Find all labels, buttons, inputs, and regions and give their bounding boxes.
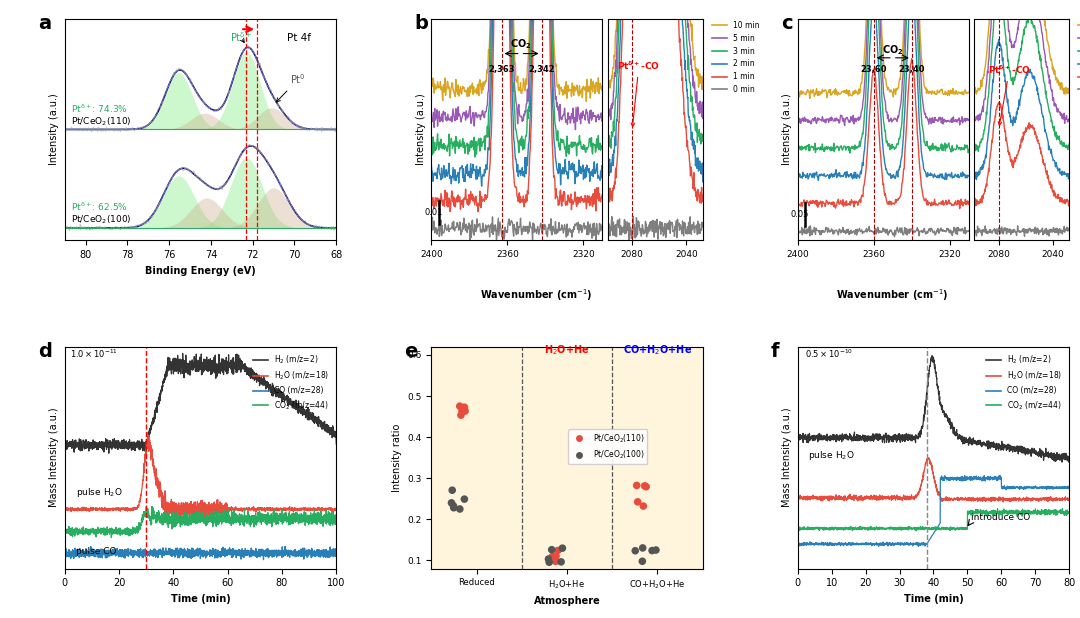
Text: pulse H$_2$O: pulse H$_2$O: [76, 486, 122, 499]
Point: [445, 501, 462, 511]
Text: pulse CO: pulse CO: [76, 547, 117, 556]
Text: $\mathregular{0.5\times10^{-10}}$: $\mathregular{0.5\times10^{-10}}$: [805, 347, 853, 360]
Text: $\mathregular{Pt/CeO_2(110)}$: $\mathregular{Pt/CeO_2(110)}$: [71, 116, 132, 128]
X-axis label: Binding Energy (eV): Binding Energy (eV): [145, 266, 256, 276]
Text: 2,363: 2,363: [488, 66, 515, 74]
Text: b: b: [414, 14, 428, 33]
Point: [453, 410, 470, 420]
Point: [554, 543, 571, 553]
Point: [541, 557, 558, 567]
Text: $\mathregular{Pt^{\delta+}}$: $\mathregular{Pt^{\delta+}}$: [230, 30, 252, 44]
Point: [540, 554, 557, 564]
Text: f: f: [771, 342, 779, 362]
X-axis label: Time (min): Time (min): [171, 594, 230, 604]
Y-axis label: Mass Intensity (a.u.): Mass Intensity (a.u.): [50, 408, 59, 507]
Text: $\mathregular{Pt^{\delta+}}$-CO: $\mathregular{Pt^{\delta+}}$-CO: [618, 59, 660, 127]
Text: $\mathregular{Pt^{\delta+}}$-CO: $\mathregular{Pt^{\delta+}}$-CO: [988, 64, 1031, 125]
Point: [443, 498, 460, 508]
Point: [626, 546, 644, 556]
Text: e: e: [404, 342, 418, 362]
Text: $\mathregular{CO_2}$: $\mathregular{CO_2}$: [882, 43, 904, 57]
Text: 23,60: 23,60: [861, 65, 887, 74]
Point: [644, 546, 661, 556]
Point: [636, 481, 653, 491]
Point: [634, 556, 651, 566]
Legend: 10 min, 5 min, 3 min, 2 min, 1 min, 0 min: 10 min, 5 min, 3 min, 2 min, 1 min, 0 mi…: [1075, 18, 1080, 97]
Point: [634, 543, 651, 553]
Text: c: c: [781, 14, 793, 33]
Legend: $\mathregular{Pt/CeO_2(110)}$, $\mathregular{Pt/CeO_2(100)}$: $\mathregular{Pt/CeO_2(110)}$, $\mathreg…: [568, 429, 647, 464]
Point: [444, 485, 461, 495]
Point: [451, 401, 469, 411]
X-axis label: Atmosphere: Atmosphere: [534, 596, 600, 606]
Text: 23,40: 23,40: [899, 65, 926, 74]
Text: Wavenumber (cm$^{-1}$): Wavenumber (cm$^{-1}$): [481, 287, 593, 303]
Text: 2,342: 2,342: [528, 66, 555, 74]
Point: [637, 482, 654, 492]
Point: [543, 552, 561, 562]
Text: $\mathregular{Pt^{\delta+}}$: 62.5%: $\mathregular{Pt^{\delta+}}$: 62.5%: [71, 201, 129, 213]
Point: [445, 503, 462, 513]
Point: [543, 544, 561, 554]
Y-axis label: Intensity ratio: Intensity ratio: [392, 423, 402, 492]
Point: [451, 504, 469, 514]
Text: pulse H$_2$O: pulse H$_2$O: [808, 449, 854, 462]
Point: [457, 406, 474, 416]
Point: [629, 480, 646, 490]
Text: Pt 4f: Pt 4f: [287, 33, 311, 43]
Text: $\mathregular{CO_2}$: $\mathregular{CO_2}$: [510, 38, 531, 51]
Point: [549, 546, 566, 556]
Text: H$_2$O+He: H$_2$O+He: [544, 343, 590, 357]
Point: [548, 556, 565, 566]
Legend: 10 min, 5 min, 3 min, 2 min, 1 min, 0 min: 10 min, 5 min, 3 min, 2 min, 1 min, 0 mi…: [708, 18, 762, 97]
Text: d: d: [38, 342, 52, 362]
Y-axis label: Intensity (a.u.): Intensity (a.u.): [50, 93, 59, 165]
Y-axis label: Mass Intensity (a.u.): Mass Intensity (a.u.): [782, 408, 793, 507]
Text: a: a: [38, 14, 51, 33]
Point: [541, 556, 558, 565]
Point: [647, 545, 664, 555]
Y-axis label: Intensity (a.u.): Intensity (a.u.): [416, 93, 426, 165]
Text: 0.01: 0.01: [424, 208, 443, 217]
Legend: $\mathregular{H_2}$ (m/z=2), $\mathregular{H_2O}$ (m/z=18), CO (m/z=28), $\mathr: $\mathregular{H_2}$ (m/z=2), $\mathregul…: [249, 350, 333, 415]
Point: [548, 551, 565, 561]
Text: CO+H$_2$O+He: CO+H$_2$O+He: [623, 343, 692, 357]
Point: [456, 402, 473, 412]
Legend: $\mathregular{H_2}$ (m/z=2), $\mathregular{H_2O}$ (m/z=18), CO (m/z=28), $\mathr: $\mathregular{H_2}$ (m/z=2), $\mathregul…: [983, 350, 1065, 415]
Point: [553, 557, 570, 567]
Y-axis label: Intensity (a.u.): Intensity (a.u.): [782, 93, 793, 165]
X-axis label: Time (min): Time (min): [904, 594, 963, 604]
Text: $\mathregular{Pt^{\delta+}}$: 74.3%: $\mathregular{Pt^{\delta+}}$: 74.3%: [71, 102, 129, 115]
Text: Wavenumber (cm$^{-1}$): Wavenumber (cm$^{-1}$): [836, 287, 948, 303]
Point: [454, 406, 471, 416]
Point: [635, 501, 652, 511]
Text: introduce CO: introduce CO: [971, 513, 1030, 522]
Text: $\mathregular{Pt^{0}}$: $\mathregular{Pt^{0}}$: [276, 72, 306, 102]
Text: $\mathregular{1.0\times10^{-11}}$: $\mathregular{1.0\times10^{-11}}$: [70, 347, 119, 360]
Text: $\mathregular{Pt/CeO_2(100)}$: $\mathregular{Pt/CeO_2(100)}$: [71, 214, 132, 226]
Point: [456, 494, 473, 504]
Text: 0.05: 0.05: [791, 210, 809, 219]
Point: [629, 497, 646, 507]
